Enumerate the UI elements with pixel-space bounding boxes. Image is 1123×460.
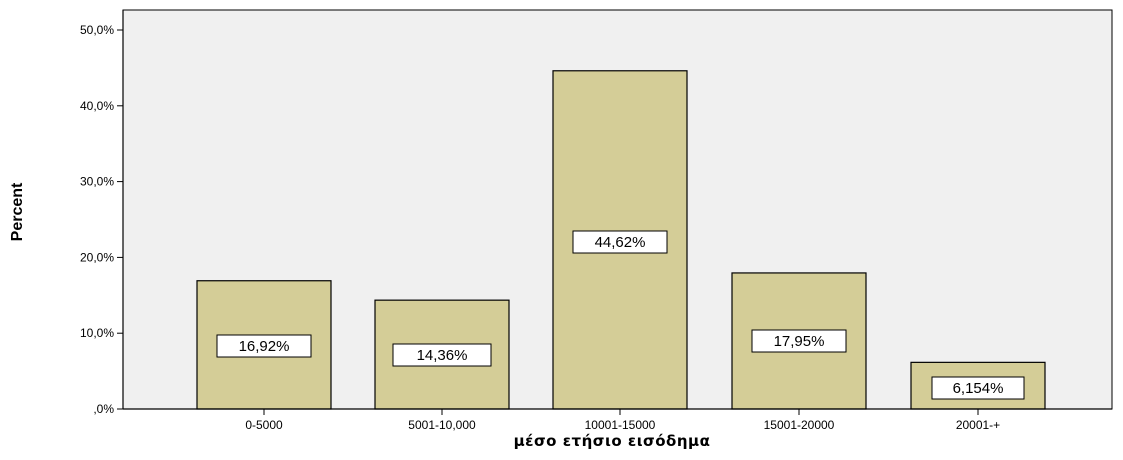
x-tick-label: 10001-15000: [585, 418, 656, 432]
data-label-box: [216, 334, 312, 358]
data-label: 17,95%: [774, 333, 825, 350]
y-tick-label: 30,0%: [80, 175, 114, 189]
x-tick-label: 15001-20000: [764, 418, 835, 432]
data-label: 16,92%: [239, 338, 290, 355]
data-label-box: [392, 343, 492, 367]
x-tick-label: 0-5000: [245, 418, 283, 432]
y-tick-label: 40,0%: [80, 99, 114, 113]
y-tick-label: ,0%: [93, 402, 114, 416]
y-tick-label: 50,0%: [80, 23, 114, 37]
data-label-box: [751, 329, 847, 353]
data-label: 44,62%: [595, 234, 646, 251]
y-tick-label: 20,0%: [80, 250, 114, 264]
x-axis-title: μέσο ετήσιο εισόδημα: [514, 432, 711, 450]
data-label: 14,36%: [417, 347, 468, 364]
data-label: 6,154%: [953, 380, 1004, 397]
x-tick-label: 5001-10,000: [408, 418, 476, 432]
y-tick-label: 10,0%: [80, 326, 114, 340]
data-label-box: [572, 230, 668, 254]
y-axis-title: Percent: [9, 182, 26, 241]
data-label-box: [931, 376, 1025, 400]
x-tick-label: 20001-+: [956, 418, 1000, 432]
